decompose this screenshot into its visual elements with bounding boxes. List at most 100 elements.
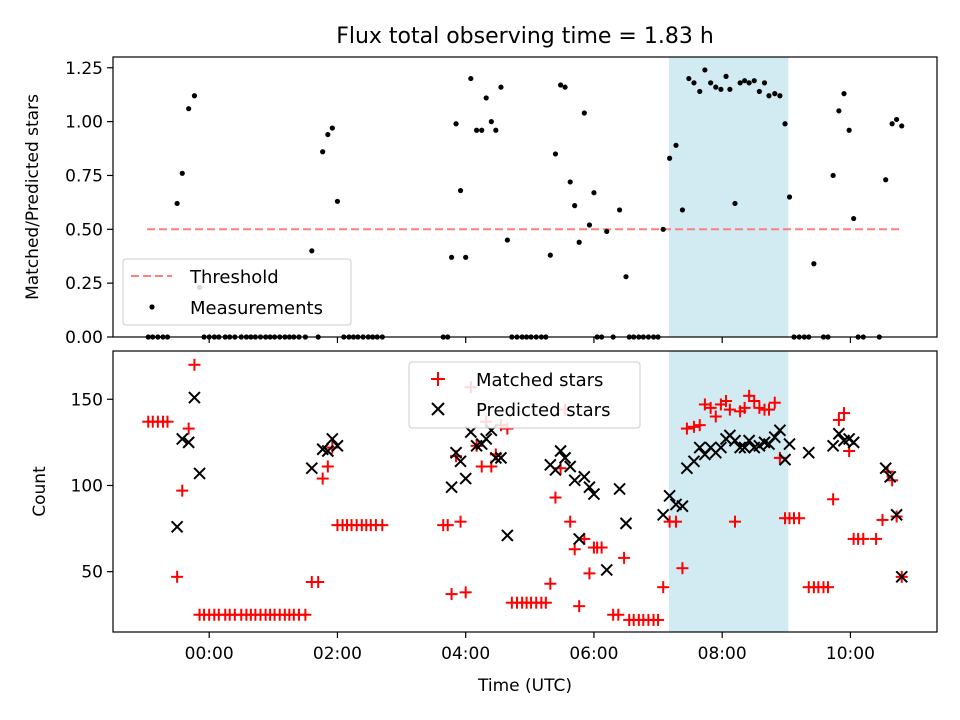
- matched-star-marker: [459, 586, 472, 599]
- matched-star-marker: [618, 551, 631, 564]
- x-tick-label: 08:00: [698, 644, 747, 664]
- y-tick-label: 0.25: [65, 274, 103, 294]
- measurement-point: [567, 179, 573, 185]
- matched-star-marker: [720, 394, 733, 407]
- measurement-point: [718, 86, 724, 92]
- predicted-star-marker: [783, 437, 796, 451]
- predicted-star-marker: [656, 508, 670, 521]
- predicted-star-marker: [331, 439, 344, 453]
- measurement-point: [742, 78, 748, 84]
- predicted-star-marker: [587, 487, 601, 501]
- measurement-point: [841, 91, 847, 97]
- measurement-point: [468, 75, 474, 82]
- predicted-star-marker: [714, 441, 728, 454]
- predicted-star-points: [170, 391, 908, 584]
- predicted-star-marker: [773, 424, 787, 437]
- predicted-star-marker: [459, 472, 472, 485]
- predicted-star-marker: [188, 391, 201, 404]
- measurement-point: [772, 91, 778, 97]
- legend-threshold-label: Threshold: [189, 267, 279, 288]
- predicted-star-marker: [826, 439, 840, 453]
- matched-star-marker: [876, 513, 889, 526]
- predicted-star-marker: [193, 467, 206, 480]
- measurement-point: [751, 78, 757, 84]
- measurement-point: [572, 203, 578, 209]
- predicted-star-marker: [170, 520, 184, 534]
- measurement-point: [473, 127, 480, 133]
- measurement-point: [504, 237, 510, 243]
- predicted-star-marker: [742, 434, 756, 447]
- measurement-point: [766, 93, 772, 99]
- measurement-point: [846, 127, 852, 133]
- measurement-point: [777, 93, 783, 99]
- measurement-point: [329, 125, 335, 131]
- measurement-point: [811, 261, 817, 267]
- matched-star-marker: [676, 562, 689, 575]
- x-tick-label: 04:00: [441, 644, 490, 664]
- predicted-star-marker: [663, 489, 676, 503]
- y-axis-ticks: 0.00 0.25 0.50 0.75 1.00 1.25: [65, 59, 113, 348]
- measurement-point: [697, 88, 703, 95]
- matched-star-marker: [573, 600, 586, 613]
- measurement-point: [179, 170, 185, 176]
- predicted-star-marker: [454, 455, 467, 468]
- measurement-point: [732, 200, 738, 207]
- measurement-point: [191, 93, 198, 99]
- measurement-point: [493, 127, 499, 133]
- predicted-star-marker: [687, 455, 701, 468]
- predicted-star-marker: [768, 430, 781, 444]
- matched-star-marker: [171, 570, 184, 583]
- predicted-star-marker: [676, 499, 689, 513]
- predicted-star-marker: [326, 432, 339, 446]
- measurement-point: [691, 80, 697, 86]
- predicted-star-marker: [619, 517, 633, 530]
- measurement-point: [448, 254, 455, 260]
- measurement-point: [713, 84, 719, 90]
- predicted-star-marker: [564, 460, 577, 473]
- legend-measurement-label: Measurements: [190, 298, 323, 319]
- matched-star-marker: [723, 403, 736, 416]
- legend: Threshold Measurements: [122, 258, 352, 326]
- y-axis-ticks: 50 100 150: [71, 390, 113, 583]
- predicted-star-marker: [600, 563, 613, 577]
- measurement-point: [673, 142, 679, 148]
- ratio-panel: Flux total observing time = 1.83 h 0.000…: [23, 24, 938, 348]
- measurement-point: [591, 190, 597, 196]
- predicted-star-marker: [572, 532, 586, 546]
- legend-predicted-label: Predicted stars: [476, 400, 610, 421]
- matched-star-marker: [704, 401, 717, 414]
- legend: Matched stars Predicted stars: [408, 361, 641, 429]
- y-tick-label: 1.00: [65, 113, 103, 133]
- x-axis-ticks: [208, 337, 852, 343]
- observing-window-span: [668, 57, 789, 337]
- measurement-point: [836, 108, 842, 114]
- predicted-star-marker: [778, 453, 792, 466]
- matched-star-marker: [857, 532, 870, 545]
- predicted-star-marker: [738, 441, 751, 454]
- matched-star-marker: [445, 588, 458, 601]
- matched-star-marker: [832, 413, 845, 426]
- measurement-point: [702, 67, 708, 73]
- measurement-point: [483, 95, 489, 101]
- predicted-star-marker: [802, 446, 815, 459]
- measurement-point: [737, 80, 743, 86]
- predicted-star-marker: [890, 508, 903, 521]
- x-tick-label: 10:00: [826, 644, 875, 664]
- measurement-point: [851, 215, 857, 222]
- predicted-star-marker: [494, 451, 508, 465]
- measurement-point: [562, 84, 568, 90]
- matched-star-marker: [657, 581, 670, 594]
- matched-star-marker: [738, 401, 751, 414]
- matched-star-marker: [687, 420, 700, 433]
- measurement-point: [660, 226, 666, 232]
- predicted-star-marker: [568, 474, 581, 487]
- predicted-star-marker: [305, 462, 318, 475]
- matched-star-marker: [680, 422, 693, 435]
- matched-star-marker: [312, 576, 325, 589]
- matched-star-marker: [753, 401, 766, 414]
- matched-star-marker: [188, 358, 201, 371]
- y-axis-label: Matched/Predicted stars: [23, 94, 43, 300]
- x-tick-label: 06:00: [569, 644, 618, 664]
- measurement-point: [453, 121, 459, 127]
